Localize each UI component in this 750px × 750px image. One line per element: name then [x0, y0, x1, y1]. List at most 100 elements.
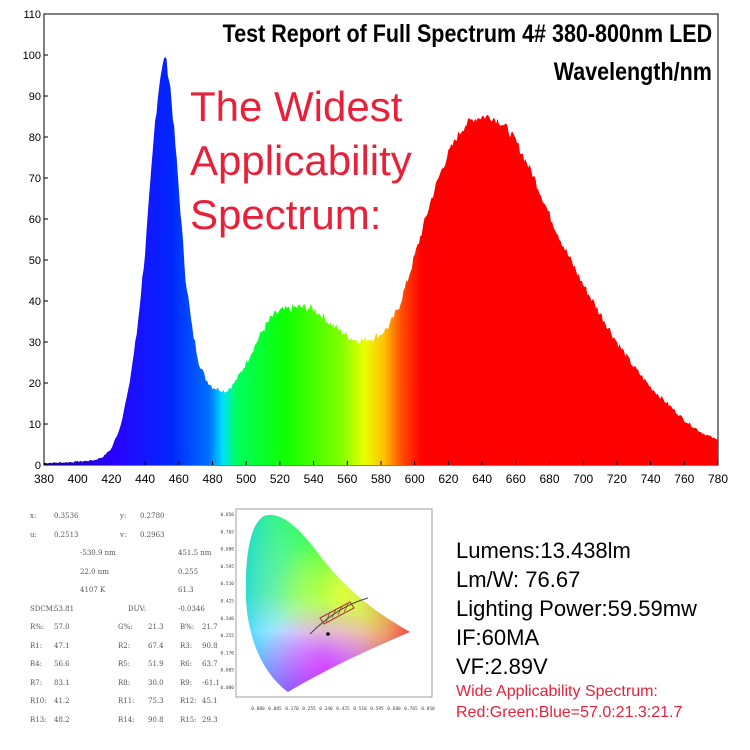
- cie-y-tick-label: 0.085: [220, 668, 234, 674]
- cie-x-tick-label: 0.340: [319, 706, 333, 712]
- x-tick-label: 660: [506, 472, 526, 486]
- cie-y-tick-label: 0.255: [220, 633, 234, 639]
- table-row: x: 0.3536 y: 0.2780: [30, 512, 220, 522]
- cie-y-tick-label: 0.680: [220, 547, 234, 553]
- table-cell: R6:: [180, 660, 193, 668]
- y-tick-label: 100: [23, 50, 41, 62]
- table-cell: 451.5 nm: [178, 549, 212, 557]
- table-cell: 53.81: [54, 604, 75, 613]
- table-cell: 41.2: [54, 697, 70, 705]
- cie-x-tick-label: 0.255: [302, 706, 316, 712]
- table-cell: x:: [30, 512, 37, 520]
- locus-hatch: [325, 603, 349, 623]
- x-tick-label: 420: [101, 472, 121, 486]
- table-cell: 90.8: [202, 641, 218, 650]
- table-cell: 51.9: [148, 660, 164, 668]
- table-cell: R12:: [180, 697, 197, 705]
- chart-title: Test Report of Full Spectrum 4# 380-800n…: [222, 20, 712, 48]
- y-axis: 0 10 20 30 40 50 60 70 80 90 100 110: [23, 9, 48, 472]
- overlay-line-2: Applicability: [190, 137, 412, 184]
- table-cell: 21.7: [202, 623, 218, 631]
- table-cell: 67.4: [148, 641, 164, 650]
- table-cell: R15:: [180, 715, 197, 724]
- table-cell: R5:: [118, 660, 131, 668]
- cie-y-tick-label: 0.510: [220, 581, 234, 587]
- cie-x-tick-label: 0.000: [251, 706, 265, 712]
- table-row: SDCM: 53.81 DUV: -0.0346: [30, 605, 220, 615]
- cie-x-tick-label: 0.085: [268, 706, 282, 712]
- x-tick-label: 440: [135, 472, 155, 486]
- table-cell: R11:: [118, 697, 135, 705]
- y-tick-label: 20: [29, 378, 41, 390]
- table-cell: 0.2963: [140, 530, 165, 539]
- x-tick-label: 580: [371, 472, 391, 486]
- table-cell: 4107 K: [80, 586, 106, 594]
- table-cell: 0.3536: [54, 512, 79, 520]
- cie-x-tick-label: 0.170: [285, 706, 299, 712]
- cie-y-tick-label: 0.595: [220, 564, 234, 570]
- table-row: R4: 56.6 R5: 51.9 R6: 63.7: [30, 660, 220, 670]
- x-tick-label: 680: [539, 472, 559, 486]
- table-cell: R%:: [30, 623, 45, 631]
- cie-x-tick-label: 0.765: [404, 706, 418, 712]
- cie-y-tick-label: 0.000: [220, 685, 234, 691]
- x-axis: 380 400 420 440 460 480 500 520 540 560 580 600 620 6…: [34, 461, 728, 486]
- table-row: R%: 57.0 G%: 21.3 B%: 21.7: [30, 623, 220, 633]
- x-tick-label: 600: [405, 472, 425, 486]
- x-tick-label: 480: [202, 472, 222, 486]
- table-cell: u:: [30, 530, 37, 539]
- x-tick-label: 780: [708, 472, 728, 486]
- table-cell: 61.3: [178, 586, 194, 594]
- table-cell: y:: [120, 512, 127, 520]
- overlay-line-1: The Widest: [190, 83, 403, 130]
- spectrum-chart: 0 10 20 30 40 50 60 70 80 90 100 110 380 400 420 440 46…: [23, 9, 729, 486]
- cie-y-tick-label: 0.425: [220, 599, 234, 605]
- y-tick-label: 110: [23, 9, 41, 21]
- y-tick-label: 40: [29, 296, 41, 308]
- planckian-locus: [309, 597, 369, 635]
- cie-y-tick-label: 0.765: [220, 529, 234, 535]
- cie-x-tick-label: 0.510: [353, 706, 367, 712]
- table-row: 4107 K 61.3: [30, 586, 220, 596]
- y-tick-label: 70: [29, 173, 41, 185]
- table-cell: 29.3: [202, 715, 218, 724]
- wide-spectrum-label: Wide Applicability Spectrum:: [456, 683, 658, 700]
- x-tick-label: 760: [674, 472, 694, 486]
- overlay-heading: The Widest Applicability Spectrum:: [190, 80, 460, 242]
- table-cell: -530.9 nm: [80, 549, 116, 557]
- x-tick-label: 560: [337, 472, 357, 486]
- table-cell: SDCM:: [30, 604, 56, 613]
- chromaticity-point: [326, 632, 330, 636]
- cie-x-tick-label: 0.680: [387, 706, 401, 712]
- table-cell: 57.0: [54, 623, 70, 631]
- table-row: R1: 47.1 R2: 67.4 R3: 90.8: [30, 642, 220, 652]
- table-cell: 83.1: [54, 678, 70, 687]
- metrics-panel: Lumens:13.438lm Lm/W: 76.67 Lighting Pow…: [456, 536, 697, 723]
- table-cell: 0.255: [178, 567, 199, 576]
- table-cell: R14:: [118, 715, 135, 724]
- spectrum-area: [44, 57, 718, 465]
- x-tick-label: 540: [304, 472, 324, 486]
- table-row: R7: 83.1 R8: 30.0 R9: -61.1: [30, 679, 220, 689]
- table-cell: v:: [120, 530, 127, 539]
- table-cell: 0.2780: [140, 512, 165, 520]
- y-tick-label: 90: [29, 91, 41, 103]
- x-tick-label: 520: [270, 472, 290, 486]
- cie-y-axis: 0.850 0.765 0.680 0.595 0.510 0.425 0.340 0.255…: [220, 512, 234, 691]
- table-cell: 48.2: [54, 715, 70, 724]
- table-cell: 75.3: [148, 697, 164, 705]
- x-tick-label: 460: [169, 472, 189, 486]
- y-tick-label: 80: [29, 132, 41, 144]
- table-row: u: 0.2513 v: 0.2963: [30, 531, 220, 541]
- table-row: -530.9 nm 451.5 nm: [30, 549, 220, 559]
- table-cell: 21.3: [148, 623, 164, 631]
- table-row: R10: 41.2 R11: 75.3 R12: 45.1: [30, 697, 220, 707]
- table-cell: 0.2513: [54, 530, 79, 539]
- cie-x-tick-label: 0.425: [336, 706, 350, 712]
- cie-x-tick-label: 0.595: [370, 706, 384, 712]
- table-cell: R13:: [30, 715, 47, 724]
- cie-y-tick-label: 0.850: [220, 512, 234, 518]
- cie-x-tick-label: 0.850: [421, 706, 435, 712]
- table-row: R13: 48.2 R14: 90.8 R15: 29.3: [30, 716, 220, 726]
- x-tick-label: 380: [34, 472, 54, 486]
